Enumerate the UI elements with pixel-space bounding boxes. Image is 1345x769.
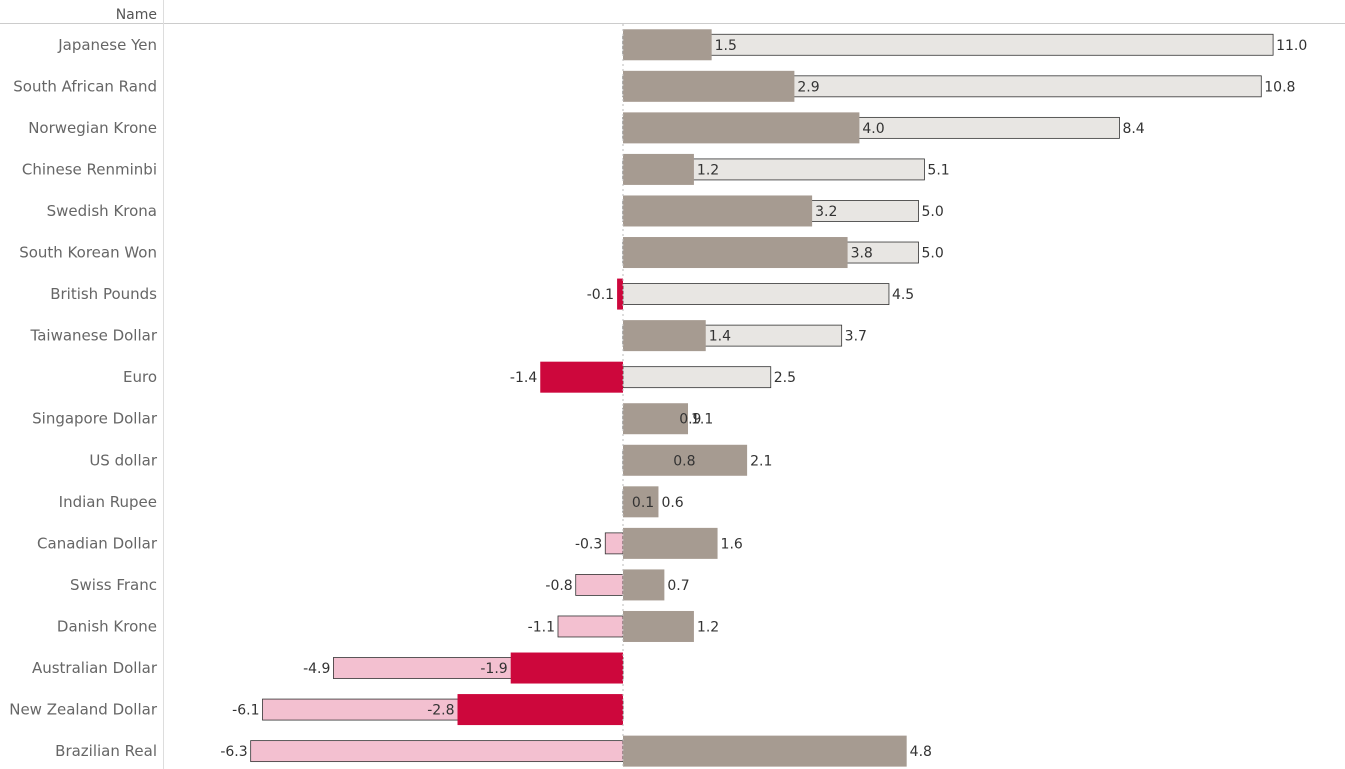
- wide-value-label-indian-rupee: 0.6: [661, 495, 683, 511]
- wide-value-label-norwegian-krone: 4.0: [862, 121, 884, 137]
- category-label-swiss-franc: Swiss Franc: [70, 576, 157, 594]
- narrow-value-label-australian-dollar: -4.9: [303, 661, 330, 677]
- wide-bar-swedish-krona: [623, 195, 813, 227]
- narrow-bars-layer: [250, 33, 1274, 763]
- category-label-norwegian-krone: Norwegian Krone: [28, 119, 157, 137]
- wide-value-label-brazilian-real: 4.8: [910, 744, 932, 760]
- narrow-bar-brazilian-real: [250, 740, 624, 763]
- narrow-bar-swiss-franc: [575, 574, 624, 596]
- category-label-south-african-rand: South African Rand: [13, 77, 157, 95]
- category-label-canadian-dollar: Canadian Dollar: [37, 534, 158, 552]
- narrow-value-label-new-zealand-dollar: -6.1: [232, 703, 259, 719]
- wide-value-label-taiwanese-dollar: 1.4: [709, 329, 731, 345]
- category-label-indian-rupee: Indian Rupee: [59, 493, 157, 511]
- wide-bar-taiwanese-dollar: [623, 320, 706, 352]
- wide-bar-british-pounds: [617, 278, 623, 310]
- narrow-value-label-swiss-franc: -0.8: [545, 578, 572, 594]
- category-label-australian-dollar: Australian Dollar: [32, 659, 158, 677]
- wide-value-label-south-african-rand: 2.9: [797, 79, 819, 95]
- wide-value-label-swiss-franc: 0.7: [667, 578, 689, 594]
- narrow-value-label-us-dollar: 0.8: [673, 453, 695, 469]
- category-label-chinese-renminbi: Chinese Renminbi: [22, 160, 157, 178]
- wide-value-label-canadian-dollar: 1.6: [721, 536, 743, 552]
- narrow-value-label-brazilian-real: -6.3: [220, 744, 247, 760]
- narrow-value-label-indian-rupee: 0.1: [632, 495, 654, 511]
- wide-bar-swiss-franc: [623, 569, 665, 601]
- wide-value-label-new-zealand-dollar: -2.8: [427, 703, 454, 719]
- wide-bar-new-zealand-dollar: [457, 694, 623, 726]
- category-label-british-pounds: British Pounds: [50, 285, 157, 303]
- column-header-name: Name: [116, 7, 157, 23]
- wide-value-label-swedish-krona: 3.2: [815, 204, 837, 220]
- narrow-value-label-taiwanese-dollar: 3.7: [845, 329, 867, 345]
- narrow-value-label-euro: 2.5: [774, 370, 796, 386]
- narrow-value-label-swedish-krona: 5.0: [922, 204, 944, 220]
- narrow-value-label-south-african-rand: 10.8: [1264, 79, 1295, 95]
- narrow-value-label-canadian-dollar: -0.3: [575, 536, 602, 552]
- category-label-taiwanese-dollar: Taiwanese Dollar: [30, 327, 158, 345]
- wide-bar-japanese-yen: [623, 29, 712, 61]
- wide-value-label-british-pounds: -0.1: [587, 287, 614, 303]
- wide-value-label-danish-krone: 1.2: [697, 619, 719, 635]
- category-label-south-korean-won: South Korean Won: [19, 244, 157, 262]
- wide-value-label-australian-dollar: -1.9: [480, 661, 507, 677]
- narrow-value-label-chinese-renminbi: 5.1: [927, 162, 949, 178]
- wide-value-label-japanese-yen: 1.5: [715, 38, 737, 54]
- category-label-swedish-krona: Swedish Krona: [47, 202, 157, 220]
- wide-bar-south-korean-won: [623, 237, 848, 269]
- narrow-value-label-danish-krone: -1.1: [528, 619, 555, 635]
- wide-bar-norwegian-krone: [623, 112, 860, 144]
- category-label-danish-krone: Danish Krone: [57, 617, 157, 635]
- category-label-japanese-yen: Japanese Yen: [57, 36, 157, 54]
- wide-bars-layer: [457, 29, 907, 767]
- wide-bar-australian-dollar: [510, 652, 623, 684]
- wide-value-label-chinese-renminbi: 1.2: [697, 162, 719, 178]
- narrow-value-label-norwegian-krone: 8.4: [1122, 121, 1144, 137]
- category-label-singapore-dollar: Singapore Dollar: [32, 410, 158, 428]
- wide-value-label-us-dollar: 2.1: [750, 453, 772, 469]
- wide-value-label-south-korean-won: 3.8: [851, 246, 873, 262]
- category-label-euro: Euro: [123, 368, 157, 386]
- category-label-new-zealand-dollar: New Zealand Dollar: [9, 701, 158, 719]
- wide-bar-us-dollar: [623, 444, 748, 476]
- wide-bar-danish-krone: [623, 610, 694, 642]
- wide-bar-indian-rupee: [623, 486, 659, 518]
- narrow-bar-british-pounds: [622, 283, 890, 305]
- wide-bar-canadian-dollar: [623, 527, 718, 559]
- wide-bar-south-african-rand: [623, 70, 795, 102]
- narrow-bar-canadian-dollar: [604, 532, 624, 555]
- wide-value-label-singapore-dollar: 1.1: [691, 412, 713, 428]
- wide-bar-chinese-renminbi: [623, 153, 694, 185]
- wide-bar-brazilian-real: [623, 735, 907, 767]
- wide-bar-singapore-dollar: [623, 403, 689, 435]
- narrow-value-label-japanese-yen: 11.0: [1276, 38, 1307, 54]
- wide-bar-euro: [540, 361, 623, 393]
- narrow-value-label-south-korean-won: 5.0: [922, 246, 944, 262]
- narrow-bar-euro: [622, 366, 772, 389]
- wide-value-label-euro: -1.4: [510, 370, 537, 386]
- category-label-us-dollar: US dollar: [89, 451, 157, 469]
- category-label-brazilian-real: Brazilian Real: [55, 742, 157, 760]
- narrow-value-label-singapore-dollar: 0.9: [679, 412, 701, 428]
- narrow-value-label-british-pounds: 4.5: [892, 287, 914, 303]
- labels-layer: Japanese Yen 11.0 1.5 South African Rand 10.…: [9, 36, 1307, 760]
- narrow-bar-danish-krone: [557, 615, 624, 638]
